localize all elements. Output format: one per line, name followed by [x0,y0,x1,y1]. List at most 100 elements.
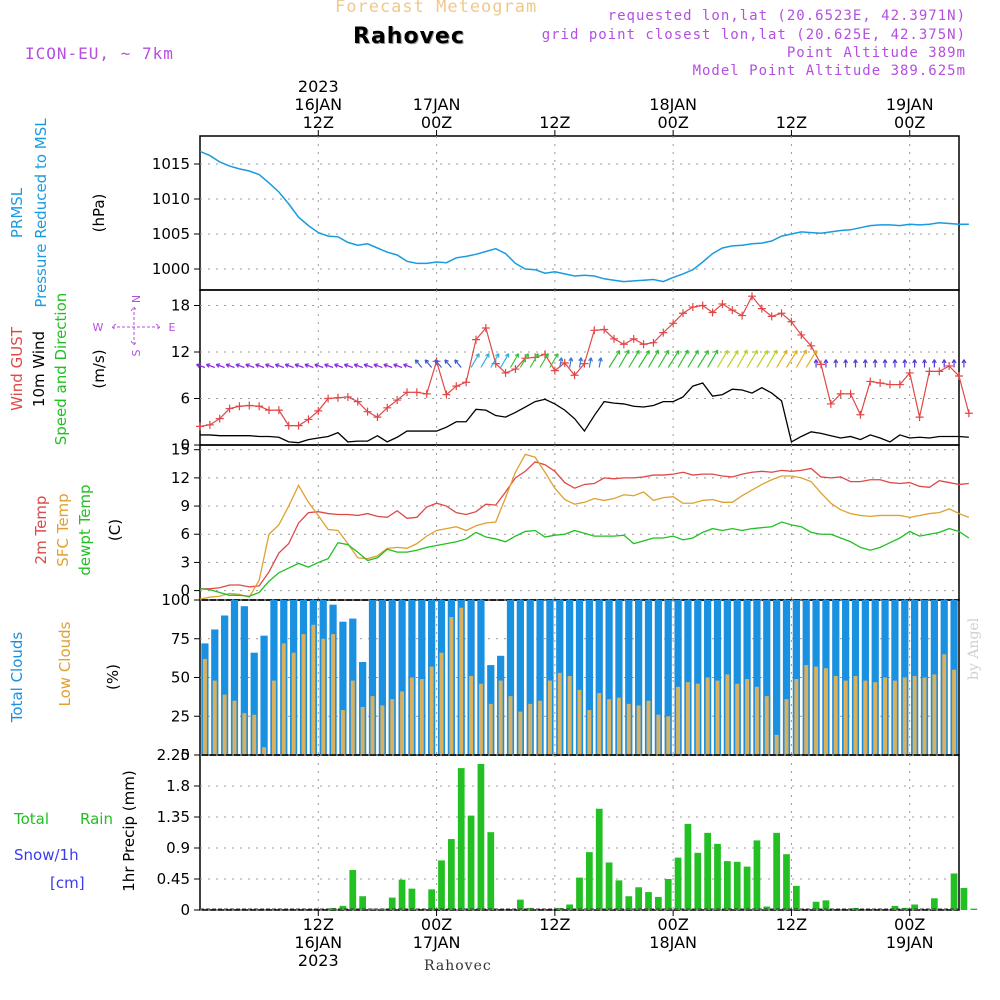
wind-direction-arrow [805,349,818,368]
gust-point [728,306,737,315]
gust-point [274,406,283,415]
precip-ytick-label: 0.45 [157,870,190,888]
low-cloud-bar [459,607,464,755]
rain-bar [369,908,376,910]
low-cloud-bar [271,680,276,755]
low-cloud-bar [350,680,355,755]
total-cloud-bar [792,600,800,755]
rain-bar [487,832,495,910]
total-cloud-bar [526,600,534,755]
wind-direction-arrow [823,359,829,368]
gust-point [196,422,204,431]
total-cloud-bar [595,600,603,755]
wind-direction-arrow [687,349,699,368]
low-cloud-bar [360,706,365,755]
gust-point [511,365,520,374]
low-cloud-bar [853,675,858,755]
gust-point [570,371,579,380]
wind-direction-arrow [922,359,927,368]
gust-point [905,368,914,377]
low-cloud-bar [557,672,562,755]
grid-point-coords: grid point closest lon,lat (20.625E, 42.… [541,27,966,43]
wind-direction-arrow [776,349,788,368]
clouds-ytick-label: 0 [180,746,190,764]
wind-direction-arrow [393,363,403,369]
gust-point [698,301,707,310]
low-cloud-bar [498,680,503,755]
gust-point [462,378,471,387]
gust-point [915,413,924,422]
gust-point [550,366,559,375]
total-cloud-bar [871,600,879,755]
gust-point [245,401,254,410]
pressure-line [199,150,969,283]
gust-point [925,367,934,376]
rain-bar [891,905,899,910]
wind-direction-arrow [363,363,373,369]
wind-direction-arrow [343,363,353,369]
low-cloud-bar [892,680,897,755]
rain-bar [704,832,712,910]
requested-coords: requested lon,lat (20.6523E, 42.3971N) [607,8,966,24]
wind-direction-arrow [304,363,314,369]
temp-ylabel-sfc: SFC Temp [54,493,72,566]
total-cloud-bar [516,600,524,755]
gust-point [343,392,352,401]
total-cloud-bar [368,600,377,755]
low-cloud-bar [814,666,819,755]
gust-point [836,389,845,398]
temp-unit: (C) [106,519,124,541]
wind-direction-arrow [638,350,650,368]
wind-ytick-label: 12 [171,343,190,361]
total-cloud-bar [861,600,869,755]
gust-point [334,393,342,402]
wind-ytick-label: 6 [180,390,190,408]
rain-bar [812,901,820,910]
gust-point [265,406,273,415]
temp-ylabel-2m: 2m Temp [32,496,50,565]
rain-bar [684,823,692,910]
low-cloud-bar [873,682,878,755]
pressure-ytick-label: 1005 [152,225,190,243]
wind-direction-arrow [618,349,630,368]
wind-unit: (m/s) [90,349,108,388]
low-cloud-bar [666,716,671,755]
rain-bar [339,905,347,910]
total-cloud-bar [664,600,672,755]
wind-direction-arrow [862,359,868,368]
gust-point [422,389,431,398]
low-cloud-bar [922,677,927,755]
rain-bar [822,900,830,910]
precip-ytick-label: 2.25 [157,746,190,764]
precip-label-snow: Snow/1h [14,846,79,864]
gust-point [708,308,717,317]
low-cloud-bar [429,666,434,755]
total-cloud-bar [260,635,268,755]
wind-direction-arrow [519,353,529,368]
gust-point [787,317,796,326]
gust-point [205,420,214,429]
wind-panel: 18 12 6 0 Wind GUST 10m Wind Speed and Directi… [8,289,973,454]
low-cloud-bar [754,686,759,755]
dewpt-line [199,521,970,597]
model-altitude: Model Point Altitude 389.625m [692,63,966,79]
wind-direction-arrow [245,363,255,369]
gust-point [846,389,855,398]
pressure-panel: 1015 1010 1005 1000 PRMSL Pressure Reduced to… [8,118,969,308]
gust-point [314,406,323,415]
forecast-title: Forecast Meteogram [335,0,538,17]
gust-point [718,299,727,308]
gust-point [619,340,628,349]
pressure-unit: (hPa) [90,194,108,233]
rain-bar [950,873,958,910]
total-cloud-bar [625,600,633,755]
rain-bar [645,892,652,910]
rain-bar [615,880,623,910]
rain-bar [753,840,761,910]
temperature-ytick-label: 3 [180,553,190,571]
gust-point [294,421,303,430]
low-cloud-bar [695,683,700,755]
bottom-year-label: 2023 [298,951,339,970]
precip-ytick-label: 1.35 [157,808,190,826]
